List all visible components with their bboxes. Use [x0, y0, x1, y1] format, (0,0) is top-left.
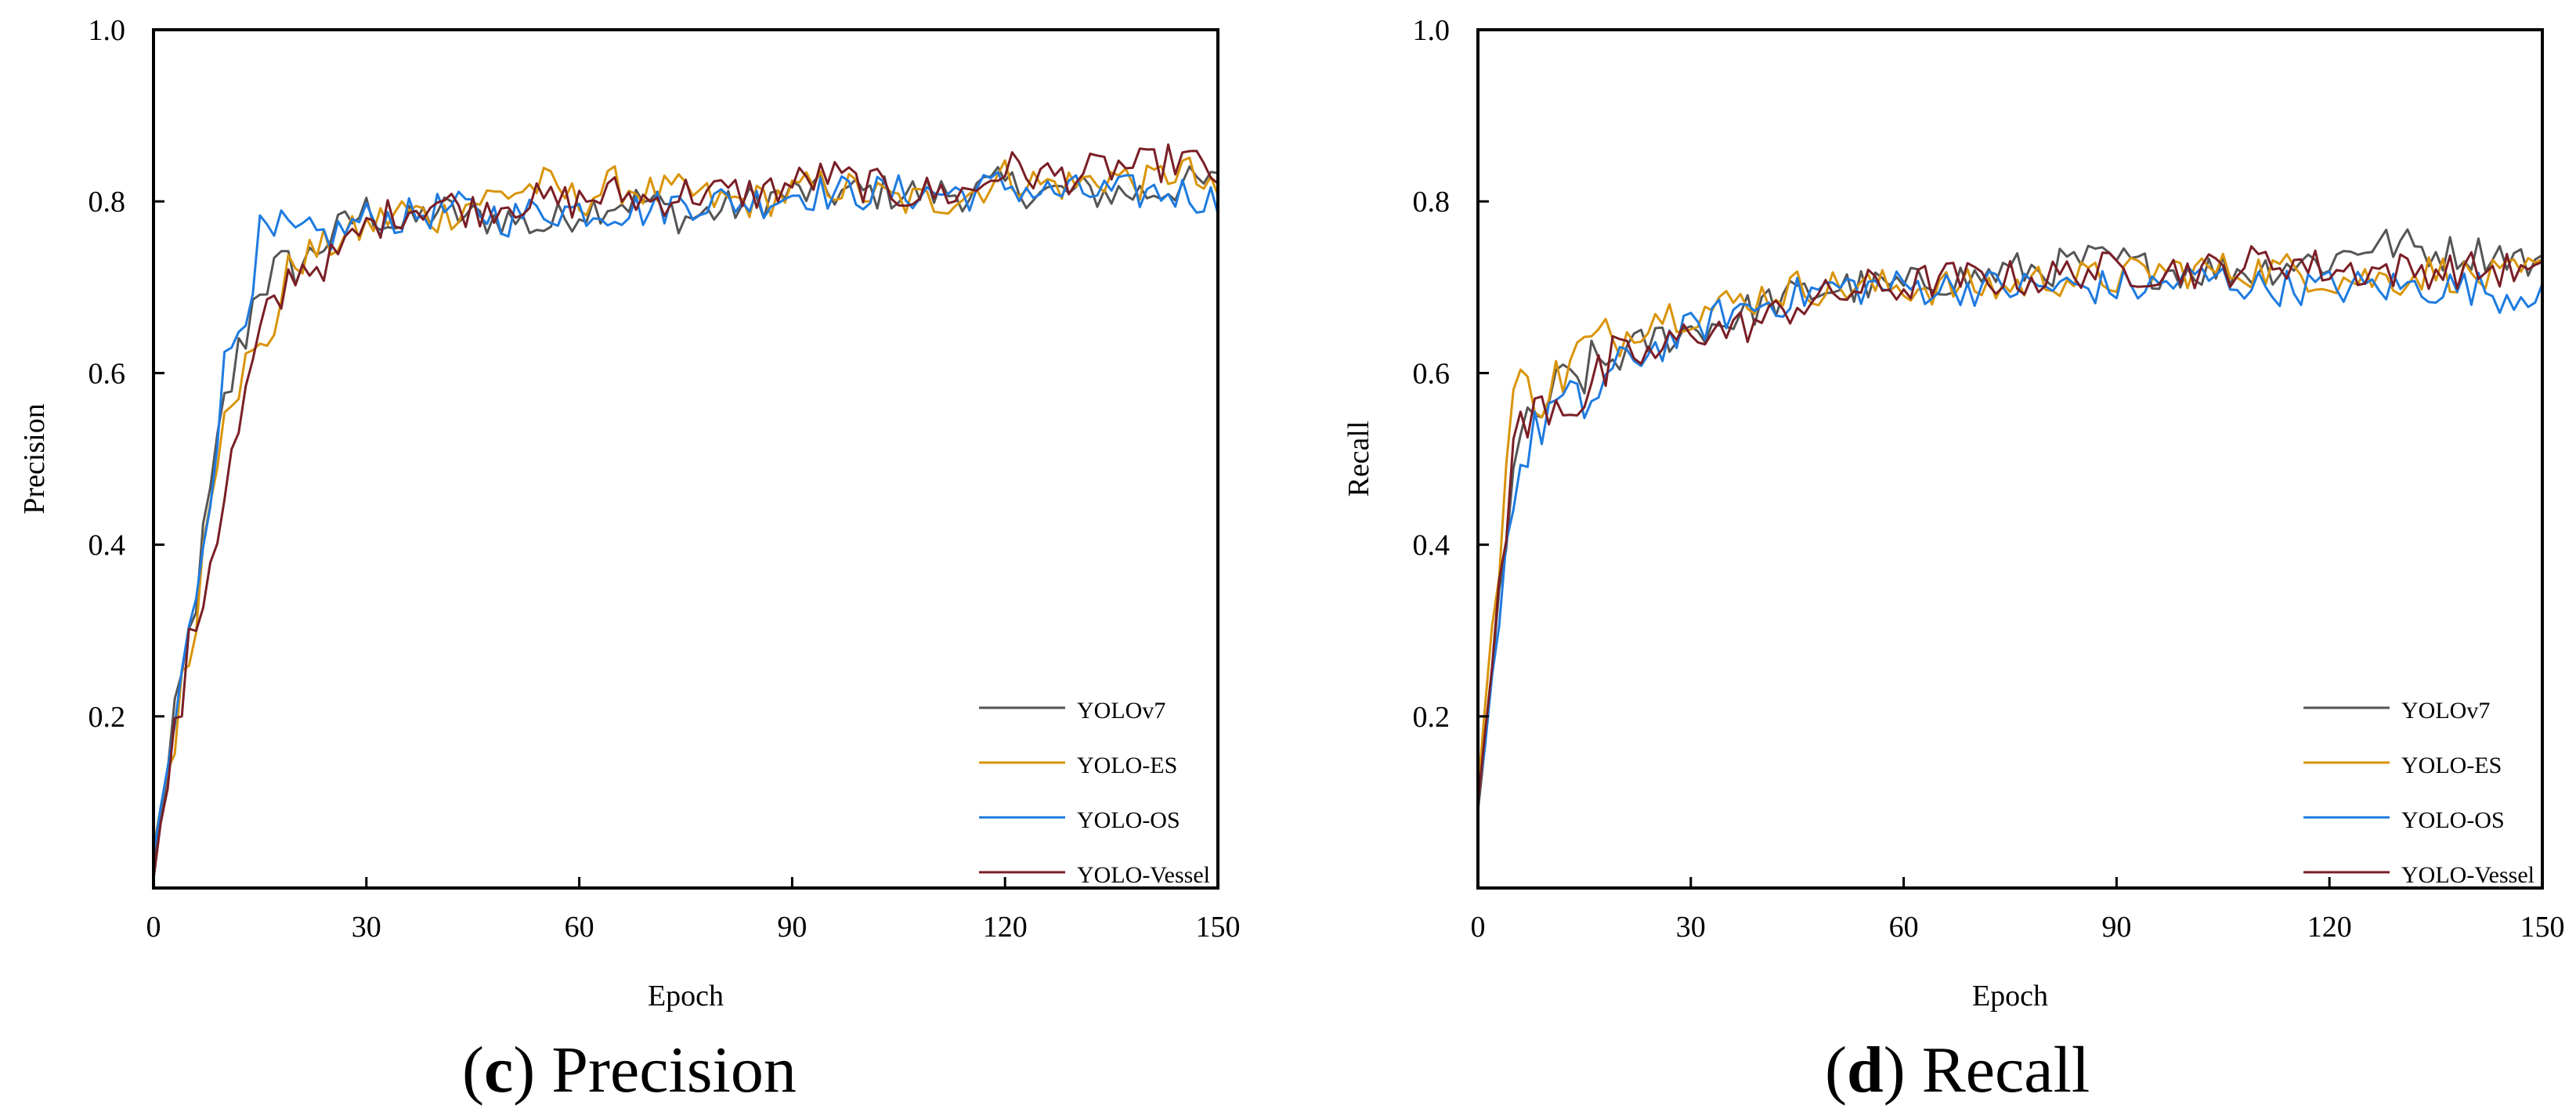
recall-x-tick-label: 90 — [2101, 911, 2131, 944]
recall-legend-label-yolo-es: YOLO-ES — [2401, 753, 2502, 778]
recall-chart-panel: 0 30 60 90 120 150 0.2 0.4 0.6 0.8 1.0 Epoch Recall Y… — [1342, 14, 2565, 1013]
recall-x-tick-label: 60 — [1889, 911, 1919, 944]
precision-y-tick-label: 1.0 — [89, 14, 126, 47]
recall-y-tick-label: 0.8 — [1413, 186, 1451, 218]
recall-y-tick-label: 0.4 — [1413, 529, 1451, 562]
precision-chart-panel: 0 30 60 90 120 150 0.2 0.4 0.6 0.8 1.0 Epoch Precisi… — [18, 14, 1241, 1013]
recall-x-tick-label: 150 — [2520, 911, 2565, 944]
precision-y-tick-label: 0.4 — [89, 529, 126, 562]
recall-legend-label-yolo-os: YOLO-OS — [2401, 807, 2505, 833]
precision-series-line-yolo-os — [152, 171, 1219, 854]
precision-x-tick-label: 0 — [146, 911, 161, 944]
recall-series-line-yolov7 — [1476, 228, 2543, 812]
precision-legend-label-yolo-vessel: YOLO-Vessel — [1077, 862, 1210, 888]
precision-x-axis-label: Epoch — [648, 980, 724, 1013]
recall-x-tick-label: 30 — [1676, 911, 1706, 944]
precision-x-tick-label: 150 — [1196, 911, 1241, 944]
caption-d: (d) Recall — [1825, 1034, 2090, 1106]
precision-plot-frame — [152, 28, 1219, 890]
precision-y-tick-label: 0.2 — [89, 701, 126, 734]
caption-c-letter: c — [483, 1034, 514, 1106]
precision-x-tick-label: 30 — [352, 911, 381, 944]
recall-y-axis-label: Recall — [1342, 421, 1375, 496]
precision-legend-label-yolo-os: YOLO-OS — [1077, 807, 1180, 833]
caption-d-text: Recall — [1921, 1034, 2090, 1106]
caption-c: (c) Precision — [462, 1034, 797, 1106]
recall-plot-frame — [1476, 28, 2544, 890]
caption-d-letter: d — [1846, 1034, 1884, 1106]
recall-x-axis-label: Epoch — [1972, 980, 2048, 1013]
precision-x-tick-label: 90 — [777, 911, 807, 944]
precision-x-tick-label: 120 — [983, 911, 1028, 944]
recall-legend-label-yolo-vessel: YOLO-Vessel — [2401, 862, 2534, 888]
precision-y-tick-label: 0.6 — [89, 357, 126, 390]
recall-series-line-yolo-vessel — [1476, 245, 2543, 803]
precision-legend-label-yolov7: YOLOv7 — [1077, 698, 1165, 724]
recall-legend-label-yolov7: YOLOv7 — [2401, 698, 2490, 724]
precision-x-tick-label: 60 — [565, 911, 594, 944]
recall-x-tick-label: 120 — [2307, 911, 2352, 944]
precision-y-tick-label: 0.8 — [89, 186, 126, 218]
precision-legend-label-yolo-es: YOLO-ES — [1077, 753, 1177, 778]
recall-x-tick-label: 0 — [1471, 911, 1486, 944]
precision-series-line-yolo-es — [152, 156, 1219, 849]
recall-y-tick-label: 1.0 — [1413, 14, 1451, 47]
recall-y-tick-label: 0.2 — [1413, 701, 1451, 734]
recall-series-line-yolo-os — [1476, 265, 2544, 798]
caption-c-text: Precision — [551, 1034, 797, 1106]
precision-series-line-yolo-vessel — [152, 143, 1219, 880]
precision-y-axis-label: Precision — [18, 403, 51, 514]
recall-series-line-yolo-es — [1476, 252, 2543, 792]
recall-y-tick-label: 0.6 — [1413, 357, 1451, 390]
